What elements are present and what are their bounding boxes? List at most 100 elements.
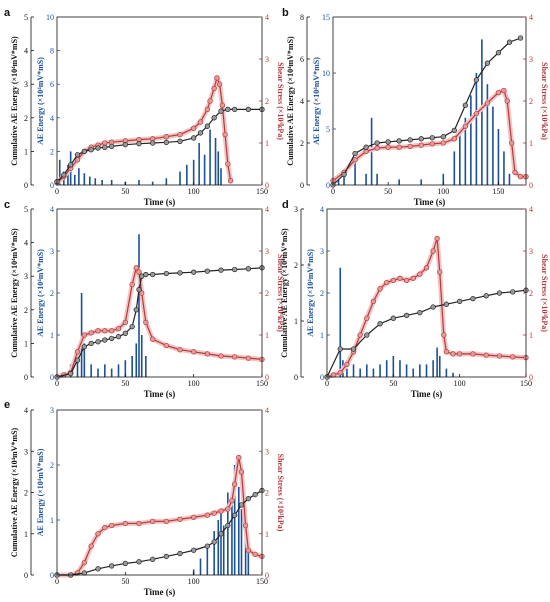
panel-letter: d <box>282 199 289 211</box>
shear-stress-point <box>440 140 446 146</box>
cumulative-axis-label: Cumulative AE Energy (×10⁴mV*mS) <box>10 228 19 358</box>
shear-stress-point <box>245 355 251 361</box>
cumulative-ae-point <box>191 135 197 141</box>
cumulative-ae-point <box>225 106 231 113</box>
shear-stress-point <box>109 328 115 334</box>
shear-stress-point <box>136 520 142 527</box>
cumulative-ae-line <box>56 267 263 378</box>
ae-axis-label: AE Energy (×10⁴mV*mS) <box>312 57 321 145</box>
cumulative-ae-point <box>238 502 245 508</box>
shear-stress-point <box>150 518 156 525</box>
cumulative-ae-point <box>191 547 197 553</box>
ae-tick-label: 2 <box>50 147 54 156</box>
cumulative-axis-label: Cumulative AE Energy (×10⁴mV*mS) <box>10 427 19 557</box>
shear-tick-label: 3 <box>529 55 533 64</box>
cumulative-tick-label: 0 <box>24 181 28 190</box>
cumulative-ae-point <box>363 144 369 150</box>
cumulative-ae-point <box>443 301 450 307</box>
shear-stress-point <box>177 131 183 138</box>
cumulative-ae-point <box>88 147 94 153</box>
cumulative-ae-point <box>129 323 135 330</box>
cumulative-axis-label: Cumulative AE Energy (×10⁴mV*mS) <box>286 36 295 166</box>
shear-stress-point <box>396 144 402 150</box>
shear-stress-point <box>115 326 122 332</box>
ae-axis-label: AE Energy (×10⁴mV*mS) <box>306 249 315 337</box>
x-tick-label: 150 <box>256 187 268 196</box>
shear-stress-point <box>177 516 183 522</box>
shear-tick-label: 2 <box>265 97 269 106</box>
shear-stress-point <box>457 351 463 357</box>
shear-stress-point <box>74 349 81 355</box>
cumulative-ae-point <box>470 295 476 302</box>
cumulative-ae-point <box>364 332 370 338</box>
shear-tick-label: 0 <box>265 373 269 382</box>
shear-stress-point <box>163 134 169 140</box>
cumulative-ae-line <box>326 289 527 378</box>
shear-tick-label: 3 <box>265 447 269 456</box>
cumulative-ae-point <box>429 135 435 141</box>
cumulative-tick-label: 4 <box>24 406 28 415</box>
cumulative-ae-point <box>457 298 463 305</box>
shear-stress-point <box>211 510 217 516</box>
shear-tick-label: 3 <box>265 247 269 256</box>
shear-stress-point <box>163 342 169 349</box>
ae-tick-label: 8 <box>50 47 54 56</box>
shear-axis-label: Shear Stress (×10³kPa) <box>540 62 549 140</box>
cumulative-axis-label: Cumulative AE Energy (×10⁴mV*mS) <box>10 36 19 166</box>
ae-tick-label: 3 <box>320 247 324 256</box>
cumulative-tick-label: 0 <box>24 571 28 580</box>
shear-stress-point <box>74 157 81 163</box>
cumulative-ae-point <box>352 150 358 157</box>
cumulative-ae-point <box>102 337 108 343</box>
shear-stress-point <box>357 332 363 338</box>
cumulative-ae-point <box>204 543 210 549</box>
ae-tick-label: 15 <box>322 13 330 22</box>
cumulative-ae-point <box>95 339 101 345</box>
shear-stress-point <box>483 352 489 358</box>
cumulative-ae-point <box>109 563 115 569</box>
shear-stress-point <box>204 512 210 518</box>
cumulative-ae-point <box>517 35 524 41</box>
shear-stress-point <box>222 131 228 138</box>
cumulative-tick-label: 1 <box>24 147 28 156</box>
x-tick-label: 0 <box>55 187 59 196</box>
shear-tick-label: 1 <box>265 530 269 539</box>
cumulative-ae-point <box>377 321 383 327</box>
ae-tick-label: 0 <box>50 181 54 190</box>
x-tick-label: 100 <box>188 577 200 586</box>
cumulative-ae-point <box>109 335 115 342</box>
cumulative-ae-point <box>115 334 122 340</box>
shear-tick-label: 0 <box>529 181 533 190</box>
cumulative-ae-point <box>510 289 516 295</box>
ae-tick-label: 2 <box>50 461 54 470</box>
shear-stress-point <box>517 173 524 180</box>
shear-stress-point <box>470 351 476 357</box>
shear-stress-point <box>423 265 430 271</box>
x-tick-label: 0 <box>55 577 59 586</box>
panel-letter: e <box>4 399 10 411</box>
shear-tick-label: 0 <box>265 181 269 190</box>
shear-stress-point <box>232 481 238 487</box>
cumulative-ae-point <box>122 560 128 567</box>
shear-stress-point <box>337 370 343 376</box>
shear-stress-line <box>326 237 527 378</box>
shear-tick-label: 1 <box>265 331 269 340</box>
ae-tick-label: 1 <box>50 516 54 525</box>
shear-stress-point <box>136 269 142 275</box>
shear-stress-point <box>407 143 413 150</box>
cumulative-tick-label: 3 <box>24 447 28 456</box>
shear-stress-point <box>143 319 149 326</box>
shear-tick-label: 2 <box>265 489 269 498</box>
cumulative-ae-point <box>462 102 468 108</box>
ae-tick-label: 6 <box>50 80 54 89</box>
cumulative-ae-point <box>81 570 87 576</box>
shear-stress-point <box>473 110 480 117</box>
shear-stress-point <box>102 140 108 146</box>
x-tick-label: 50 <box>389 379 397 388</box>
panel-letter: c <box>4 199 10 211</box>
ae-axis-label: AE Energy (×10⁴mV*mS) <box>36 249 45 337</box>
shear-stress-point <box>191 514 197 520</box>
shear-stress-point <box>509 140 515 146</box>
